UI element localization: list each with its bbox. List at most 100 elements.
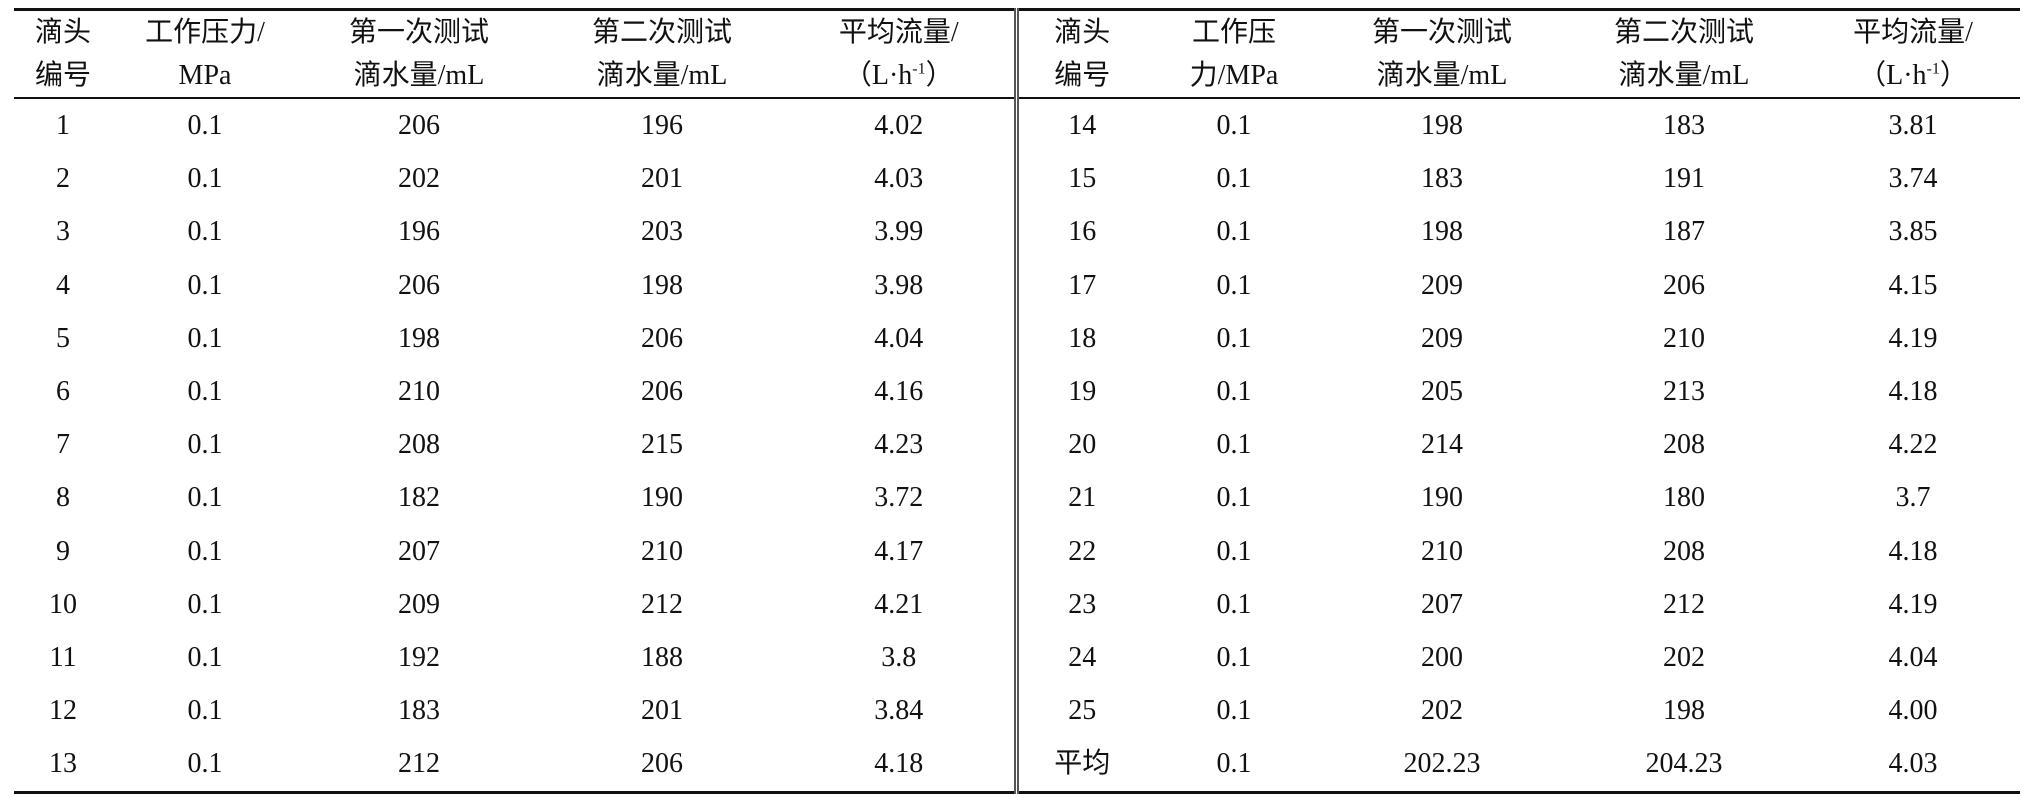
right-emitter-no-cell: 25 (1013, 684, 1146, 738)
header-left-avg-flow-line1: 平均流量/ (784, 8, 1016, 54)
header-left-test1-line2: 滴水量/mL (298, 54, 540, 99)
left-avg-flow-cell: 4.23 (874, 429, 924, 461)
right-pressure-cell: 0.1 (1216, 163, 1252, 195)
right-emitter-no-cell: 22 (1013, 524, 1146, 578)
left-test1-volume-cell: 206 (398, 269, 440, 301)
left-emitter-no-cell: 8 (56, 482, 70, 514)
right-test2-volume-cell: 204.23 (1562, 737, 1806, 794)
right-test1-volume-cell: 209 (1421, 269, 1463, 301)
right-test1-volume-cell: 198 (1421, 110, 1463, 141)
right-avg-flow-cell: 4.15 (1888, 269, 1938, 301)
unit-exponent: -1 (1926, 60, 1940, 78)
left-pressure-cell: 0.1 (187, 269, 223, 301)
left-test1-volume-cell: 212 (298, 737, 540, 794)
right-avg-flow-cell: 4.00 (1888, 695, 1938, 727)
right-test1-volume-cell: 202.23 (1322, 737, 1562, 794)
left-avg-flow-cell: 4.04 (874, 322, 924, 354)
left-test1-volume-cell: 209 (398, 588, 440, 620)
header-right-avg-flow-line1: 平均流量/ (1806, 8, 2020, 54)
header-left-test2-line2: 滴水量/mL (540, 54, 784, 99)
left-test2-volume-cell: 212 (641, 588, 683, 620)
left-avg-flow-cell: 3.8 (881, 642, 917, 674)
header-right-test1-line1: 第一次测试 (1322, 8, 1562, 54)
right-test2-volume-cell: 198 (1663, 695, 1705, 727)
left-test1-volume-cell: 207 (398, 535, 440, 567)
left-avg-flow-cell: 4.21 (874, 588, 924, 620)
right-emitter-no-cell: 15 (1013, 152, 1146, 206)
right-test2-volume-cell: 206 (1663, 269, 1705, 301)
right-test2-volume-cell: 191 (1663, 163, 1705, 195)
left-emitter-no-cell: 9 (56, 535, 70, 567)
header-right-avg-flow-unit: （L·h-1） (1806, 54, 2020, 99)
right-avg-flow-cell: 3.81 (1888, 110, 1938, 141)
left-pressure-cell: 0.1 (187, 482, 223, 514)
left-test2-volume-cell: 206 (641, 322, 683, 354)
table-row: 5 0.1 198 206 4.04 18 0.1 209 210 4.19 (14, 311, 2020, 366)
header-left-emitter-no-line1: 滴头 (14, 8, 112, 54)
right-pressure-cell: 0.1 (1216, 269, 1252, 301)
left-pressure-cell: 0.1 (187, 163, 223, 195)
unit-close: ） (925, 60, 954, 91)
left-test1-volume-cell: 206 (398, 110, 440, 141)
left-emitter-no-cell: 11 (49, 642, 77, 674)
right-test1-volume-cell: 200 (1421, 642, 1463, 674)
left-avg-flow-cell: 4.03 (874, 163, 924, 195)
left-emitter-no-cell: 12 (49, 695, 77, 727)
left-pressure-cell: 0.1 (187, 216, 223, 248)
table-row: 8 0.1 182 190 3.72 21 0.1 190 180 3.7 (14, 471, 2020, 525)
left-pressure-cell: 0.1 (187, 376, 223, 408)
header-right-test2-line2: 滴水量/mL (1562, 54, 1806, 99)
table-row: 9 0.1 207 210 4.17 22 0.1 210 208 4.18 (14, 524, 2020, 578)
right-avg-flow-cell: 3.74 (1888, 163, 1938, 195)
right-pressure-cell: 0.1 (1216, 535, 1252, 567)
right-pressure-cell: 0.1 (1216, 695, 1252, 727)
right-pressure-cell: 0.1 (1216, 642, 1252, 674)
right-avg-flow-cell: 4.19 (1888, 588, 1938, 620)
table-row: 11 0.1 192 188 3.8 24 0.1 200 202 4.04 (14, 631, 2020, 685)
left-pressure-cell: 0.1 (187, 322, 223, 354)
header-right-test2-line1: 第二次测试 (1562, 8, 1806, 54)
right-test1-volume-cell: 207 (1421, 588, 1463, 620)
right-test2-volume-cell: 180 (1663, 482, 1705, 514)
left-test1-volume-cell: 208 (398, 429, 440, 461)
right-test2-volume-cell: 208 (1663, 535, 1705, 567)
left-test2-volume-cell: 198 (641, 269, 683, 301)
right-emitter-no-cell: 19 (1013, 365, 1146, 419)
unit-exponent: -1 (912, 60, 926, 78)
right-test2-volume-cell: 212 (1663, 588, 1705, 620)
header-right-pressure-line1: 工作压 (1146, 8, 1322, 54)
left-test2-volume-cell: 215 (641, 429, 683, 461)
left-test2-volume-cell: 210 (641, 535, 683, 567)
right-pressure-cell: 0.1 (1216, 429, 1252, 461)
right-avg-flow-cell: 3.85 (1888, 216, 1938, 248)
left-emitter-no-cell: 1 (56, 110, 70, 141)
right-emitter-no-cell: 24 (1013, 631, 1146, 685)
left-avg-flow-cell: 4.02 (874, 110, 924, 141)
header-row-1: 滴头 工作压力/ 第一次测试 第二次测试 平均流量/ 滴头 工作压 第一次测试 … (14, 8, 2020, 54)
left-test1-volume-cell: 202 (398, 163, 440, 195)
left-emitter-no-cell: 4 (56, 269, 70, 301)
left-test2-volume-cell: 201 (641, 695, 683, 727)
left-test1-volume-cell: 183 (398, 695, 440, 727)
left-avg-flow-cell: 4.18 (784, 737, 1016, 794)
right-test1-volume-cell: 198 (1421, 216, 1463, 248)
table-row: 7 0.1 208 215 4.23 20 0.1 214 208 4.22 (14, 418, 2020, 472)
left-avg-flow-cell: 4.17 (874, 535, 924, 567)
right-avg-flow-cell: 4.18 (1888, 376, 1938, 408)
right-pressure-cell: 0.1 (1216, 588, 1252, 620)
left-pressure-cell: 0.1 (187, 588, 223, 620)
right-test2-volume-cell: 213 (1663, 376, 1705, 408)
header-right-emitter-no-line2: 编号 (1013, 54, 1146, 99)
right-test1-volume-cell: 210 (1421, 535, 1463, 567)
left-pressure-cell: 0.1 (187, 429, 223, 461)
table-row: 13 0.1 212 206 4.18 平均 0.1 202.23 204.23 4.03 (14, 737, 2020, 794)
right-test1-volume-cell: 214 (1421, 429, 1463, 461)
left-avg-flow-cell: 3.72 (874, 482, 924, 514)
right-emitter-no-cell: 18 (1013, 311, 1146, 366)
header-row-2: 编号 MPa 滴水量/mL 滴水量/mL （L·h-1） 编号 力/MPa 滴水… (14, 54, 2020, 99)
right-test1-volume-cell: 205 (1421, 376, 1463, 408)
left-test2-volume-cell: 206 (641, 376, 683, 408)
left-pressure-cell: 0.1 (112, 737, 298, 794)
left-pressure-cell: 0.1 (187, 695, 223, 727)
left-test1-volume-cell: 182 (398, 482, 440, 514)
